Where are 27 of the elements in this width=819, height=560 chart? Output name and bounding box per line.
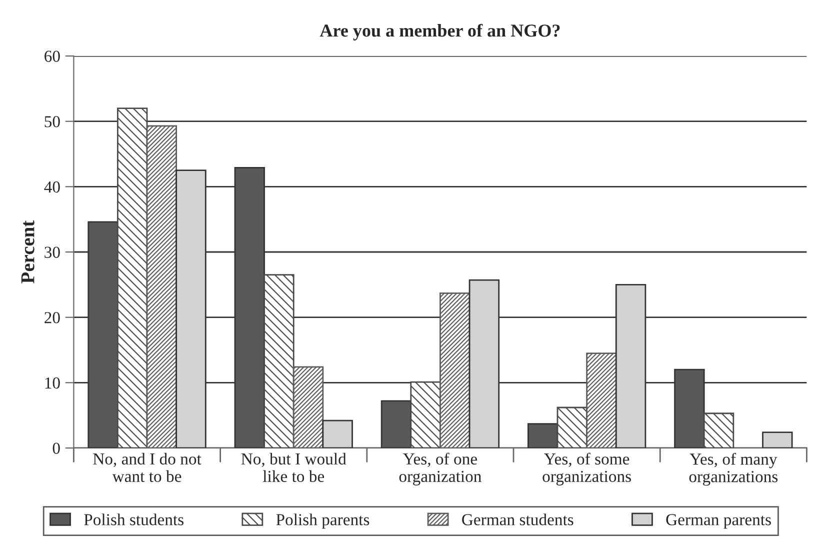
bar <box>380 400 412 448</box>
y-axis-title: Percent <box>21 220 34 284</box>
y-tick-label: 60 <box>44 50 60 62</box>
legend-label: Polish parents <box>276 514 370 529</box>
bar <box>556 406 588 448</box>
x-tick-label: No, but I would like to be <box>241 452 346 482</box>
bar <box>116 108 148 448</box>
legend-label: German parents <box>666 514 771 529</box>
bar <box>703 412 734 448</box>
legend-label: German students <box>462 514 574 526</box>
legend-label: Polish students <box>84 514 184 526</box>
y-tick-label: 40 <box>44 181 60 193</box>
chart-title: Are you a member of an NGO? <box>320 24 560 40</box>
y-tick-label: 30 <box>44 246 60 258</box>
x-tick-label: Yes, of many organizations <box>689 452 778 486</box>
y-tick-label: 10 <box>45 377 60 389</box>
bar <box>264 274 294 448</box>
bar <box>762 432 793 448</box>
x-tick-label: Yes, of some organizations <box>542 452 631 486</box>
x-tick-label: No, and I do not want to be <box>93 452 202 482</box>
y-tick-label: 50 <box>44 116 60 128</box>
bar <box>527 423 558 448</box>
y-tick-label: 20 <box>44 312 60 324</box>
bar <box>322 420 353 448</box>
x-tick-label: Yes, of one organization <box>399 452 482 486</box>
bar <box>410 381 441 448</box>
y-tick-label: 0 <box>52 442 60 454</box>
